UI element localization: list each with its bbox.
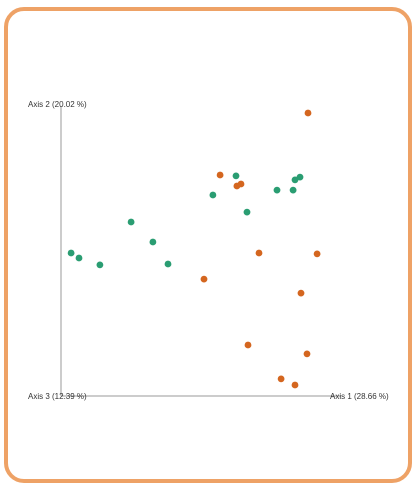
scatter-point-s1-9 — [243, 208, 251, 216]
scatter-point-s2-9 — [244, 341, 252, 349]
scatter-point-s1-7 — [209, 191, 217, 199]
scatter-point-s2-6 — [255, 249, 263, 257]
axis-1-label: Axis 1 (28.66 %) — [330, 392, 389, 401]
scatter-point-s2-7 — [313, 250, 321, 258]
scatter-point-s2-3 — [237, 180, 245, 188]
scatter-point-s1-3 — [96, 261, 104, 269]
scatter-point-s1-5 — [149, 238, 157, 246]
scatter-point-s1-4 — [127, 218, 135, 226]
scatter-point-s1-13 — [296, 173, 304, 181]
scatter-point-s1-12 — [291, 176, 299, 184]
scatter-point-s2-11 — [277, 375, 285, 383]
scatter-point-s2-10 — [303, 350, 311, 358]
scatter-point-s1-11 — [289, 186, 297, 194]
scatter-point-s1-1 — [67, 249, 75, 257]
scatter-point-s2-5 — [200, 275, 208, 283]
scatter-point-s1-2 — [75, 254, 83, 262]
scatter-point-s2-1 — [216, 171, 224, 179]
scatter-point-s1-6 — [164, 260, 172, 268]
scatter-point-s2-4 — [304, 109, 312, 117]
scatter-point-s1-8 — [232, 172, 240, 180]
scatter-point-s1-10 — [273, 186, 281, 194]
scatter-point-s2-12 — [291, 381, 299, 389]
axis-3-label: Axis 3 (12.39 %) — [28, 392, 87, 401]
chart-card — [4, 7, 412, 483]
axis-2-label: Axis 2 (20.02 %) — [28, 100, 87, 109]
scatter-point-s2-8 — [297, 289, 305, 297]
scatter-points — [67, 109, 321, 389]
